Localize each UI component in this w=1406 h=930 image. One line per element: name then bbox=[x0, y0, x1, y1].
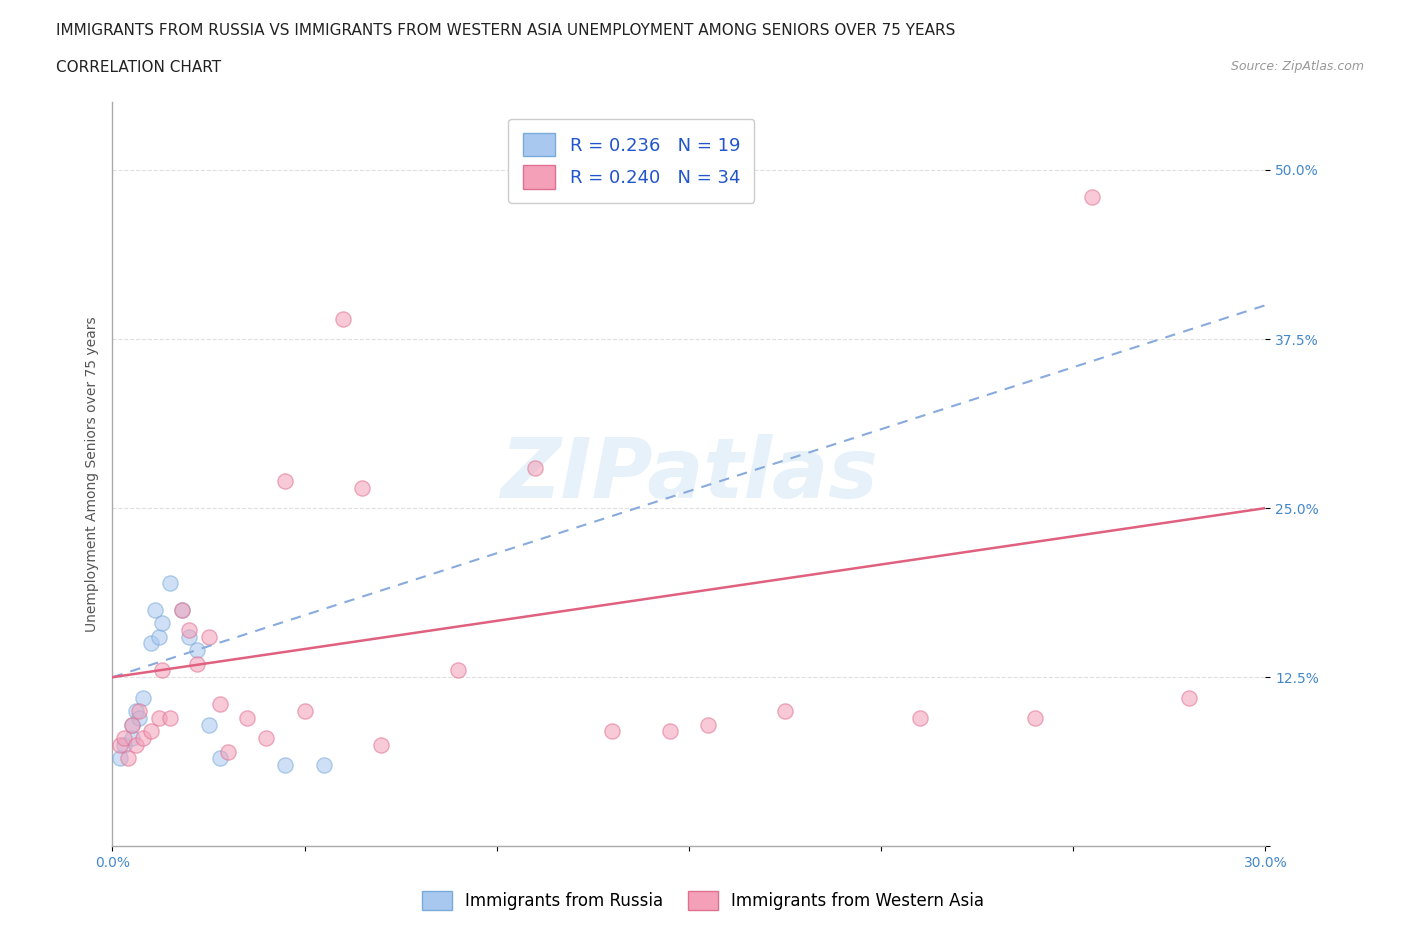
Point bbox=[139, 724, 162, 738]
Point bbox=[908, 711, 931, 725]
Point bbox=[254, 731, 277, 746]
Point bbox=[179, 622, 201, 637]
Point bbox=[170, 602, 193, 617]
Point bbox=[128, 711, 150, 725]
Point bbox=[332, 312, 354, 326]
Point bbox=[148, 630, 170, 644]
Point bbox=[139, 636, 162, 651]
Point bbox=[524, 460, 547, 475]
Point bbox=[274, 473, 297, 488]
Point bbox=[274, 758, 297, 773]
Point bbox=[217, 744, 239, 759]
Point bbox=[112, 737, 135, 752]
Point bbox=[209, 751, 232, 765]
Point bbox=[121, 717, 143, 732]
Text: ZIPatlas: ZIPatlas bbox=[501, 433, 877, 515]
Point bbox=[108, 737, 131, 752]
Point bbox=[236, 711, 259, 725]
Point bbox=[294, 704, 316, 719]
Point bbox=[352, 481, 374, 496]
Point bbox=[370, 737, 392, 752]
Point bbox=[128, 704, 150, 719]
Point bbox=[170, 602, 193, 617]
Point bbox=[121, 731, 143, 746]
Legend: R = 0.236   N = 19, R = 0.240   N = 34: R = 0.236 N = 19, R = 0.240 N = 34 bbox=[508, 119, 755, 203]
Point bbox=[209, 697, 232, 711]
Point bbox=[697, 717, 720, 732]
Point bbox=[117, 751, 139, 765]
Point bbox=[124, 704, 146, 719]
Point bbox=[112, 731, 135, 746]
Point bbox=[179, 630, 201, 644]
Point bbox=[1081, 190, 1104, 205]
Point bbox=[658, 724, 681, 738]
Point bbox=[773, 704, 796, 719]
Point bbox=[197, 717, 219, 732]
Point bbox=[148, 711, 170, 725]
Legend: Immigrants from Russia, Immigrants from Western Asia: Immigrants from Russia, Immigrants from … bbox=[415, 884, 991, 917]
Point bbox=[132, 690, 155, 705]
Point bbox=[600, 724, 623, 738]
Point bbox=[447, 663, 470, 678]
Point bbox=[121, 717, 143, 732]
Point bbox=[1177, 690, 1199, 705]
Point bbox=[108, 751, 131, 765]
Point bbox=[1024, 711, 1046, 725]
Point bbox=[132, 731, 155, 746]
Point bbox=[186, 657, 208, 671]
Point bbox=[197, 630, 219, 644]
Point bbox=[159, 711, 181, 725]
Text: Source: ZipAtlas.com: Source: ZipAtlas.com bbox=[1230, 60, 1364, 73]
Point bbox=[143, 602, 166, 617]
Point bbox=[159, 575, 181, 590]
Point bbox=[152, 616, 174, 631]
Point bbox=[312, 758, 335, 773]
Y-axis label: Unemployment Among Seniors over 75 years: Unemployment Among Seniors over 75 years bbox=[84, 316, 98, 632]
Point bbox=[124, 737, 146, 752]
Text: IMMIGRANTS FROM RUSSIA VS IMMIGRANTS FROM WESTERN ASIA UNEMPLOYMENT AMONG SENIOR: IMMIGRANTS FROM RUSSIA VS IMMIGRANTS FRO… bbox=[56, 23, 956, 38]
Point bbox=[186, 643, 208, 658]
Point bbox=[152, 663, 174, 678]
Text: CORRELATION CHART: CORRELATION CHART bbox=[56, 60, 221, 75]
